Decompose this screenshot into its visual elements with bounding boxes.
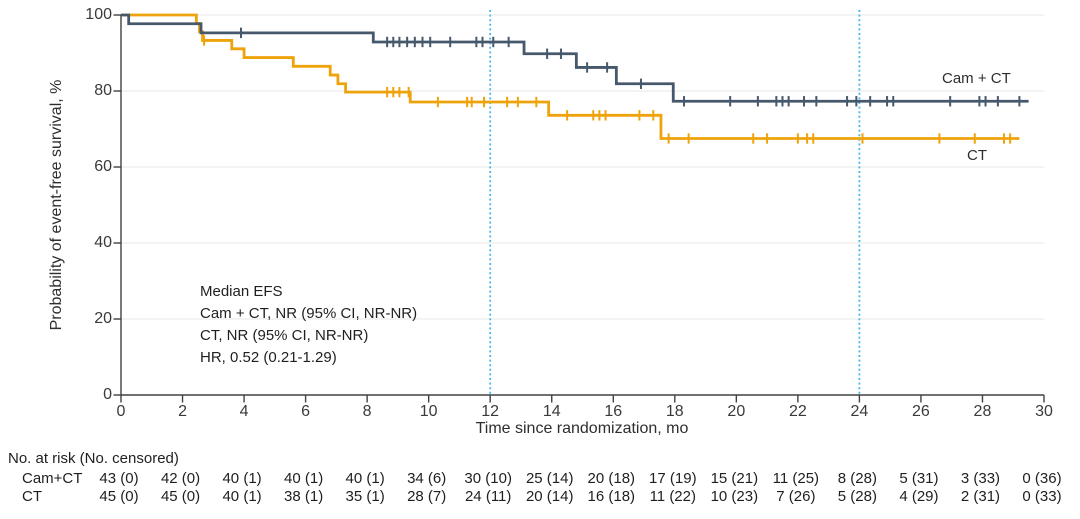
y-tick-label-40: 40 — [94, 234, 112, 251]
x-tick-label-6: 6 — [301, 403, 311, 420]
x-tick-label-18: 18 — [665, 403, 684, 420]
risk-value-CamCT-12: 30 (10) — [464, 470, 512, 487]
risk-value-CT-22: 7 (26) — [776, 488, 816, 505]
x-tick-label-28: 28 — [973, 403, 992, 420]
risk-value-CamCT-8: 40 (1) — [345, 470, 385, 487]
x-axis-title: Time since randomization, mo — [475, 420, 689, 437]
median-efs-annotation: Median EFS Cam + CT, NR (95% CI, NR-NR) … — [200, 281, 417, 369]
risk-value-CT-14: 20 (14) — [525, 488, 574, 505]
x-tick-label-24: 24 — [850, 403, 869, 420]
x-tick-label-20: 20 — [727, 403, 746, 420]
risk-value-CamCT-0: 43 (0) — [99, 470, 139, 487]
x-tick-label-10: 10 — [419, 403, 438, 420]
y-tick-label-100: 100 — [85, 6, 112, 23]
risk-value-CT-2: 45 (0) — [160, 488, 201, 505]
risk-value-CT-24: 5 (28) — [837, 488, 877, 505]
risk-value-CT-12: 24 (11) — [464, 488, 512, 505]
risk-value-CamCT-6: 40 (1) — [284, 470, 324, 487]
risk-value-CamCT-24: 8 (28) — [837, 470, 877, 487]
x-tick-label-4: 4 — [239, 403, 249, 420]
risk-value-CamCT-10: 34 (6) — [407, 470, 447, 487]
risk-value-CamCT-14: 25 (14) — [525, 470, 574, 487]
x-tick-label-2: 2 — [178, 403, 187, 420]
risk-row-label-cam-ct: Cam+CT — [22, 470, 83, 487]
annotation-line-median-efs: Median EFS — [200, 283, 283, 300]
risk-value-CT-16: 16 (18) — [587, 488, 636, 505]
risk-value-CamCT-22: 11 (25) — [772, 470, 820, 487]
risk-value-CamCT-18: 17 (19) — [649, 470, 697, 487]
risk-value-CT-10: 28 (7) — [407, 488, 447, 505]
km-curve-camct — [121, 13, 1029, 103]
annotation-line-ct: CT, NR (95% CI, NR-NR) — [200, 327, 369, 344]
curve-label-cam-ct: Cam + CT — [942, 70, 1011, 87]
x-tick-label-12: 12 — [481, 403, 500, 420]
risk-value-CT-20: 10 (23) — [710, 488, 759, 505]
risk-value-CT-0: 45 (0) — [99, 488, 139, 505]
y-tick-label-60: 60 — [94, 158, 112, 175]
risk-value-CT-30: 0 (33) — [1022, 488, 1062, 505]
risk-value-CamCT-20: 15 (21) — [710, 470, 759, 487]
annotation-line-hr: HR, 0.52 (0.21-1.29) — [200, 349, 337, 366]
risk-value-CamCT-4: 40 (1) — [222, 470, 262, 487]
risk-value-CT-18: 11 (22) — [649, 488, 696, 505]
x-tick-label-14: 14 — [542, 403, 561, 420]
curve-label-ct: CT — [967, 147, 987, 164]
risk-row-label-ct: CT — [22, 488, 42, 505]
x-tick-label-0: 0 — [116, 403, 126, 420]
risk-value-CamCT-16: 20 (18) — [587, 470, 636, 487]
y-tick-label-0: 0 — [103, 386, 112, 403]
risk-value-CT-6: 38 (1) — [284, 488, 324, 505]
x-tick-label-16: 16 — [604, 403, 623, 420]
risk-value-CamCT-28: 3 (33) — [960, 470, 1001, 487]
y-axis-title: Probability of event-free survival, % — [48, 79, 65, 331]
x-tick-label-8: 8 — [362, 403, 372, 420]
risk-value-CT-4: 40 (1) — [222, 488, 262, 505]
risk-value-CT-8: 35 (1) — [345, 488, 385, 505]
risk-value-CT-26: 4 (29) — [899, 488, 939, 505]
risk-value-CamCT-30: 0 (36) — [1022, 470, 1062, 487]
risk-value-CamCT-2: 42 (0) — [160, 470, 201, 487]
x-tick-label-22: 22 — [788, 403, 807, 420]
km-plot-canvas — [113, 10, 1045, 403]
y-tick-label-20: 20 — [94, 310, 112, 327]
risk-value-CamCT-26: 5 (31) — [899, 470, 939, 487]
annotation-line-cam-ct: Cam + CT, NR (95% CI, NR-NR) — [200, 305, 418, 322]
y-tick-label-80: 80 — [94, 82, 112, 99]
x-tick-label-26: 26 — [912, 403, 930, 420]
x-tick-label-30: 30 — [1035, 403, 1053, 420]
risk-table-header: No. at risk (No. censored) — [8, 450, 179, 467]
risk-value-CT-28: 2 (31) — [960, 488, 1001, 505]
